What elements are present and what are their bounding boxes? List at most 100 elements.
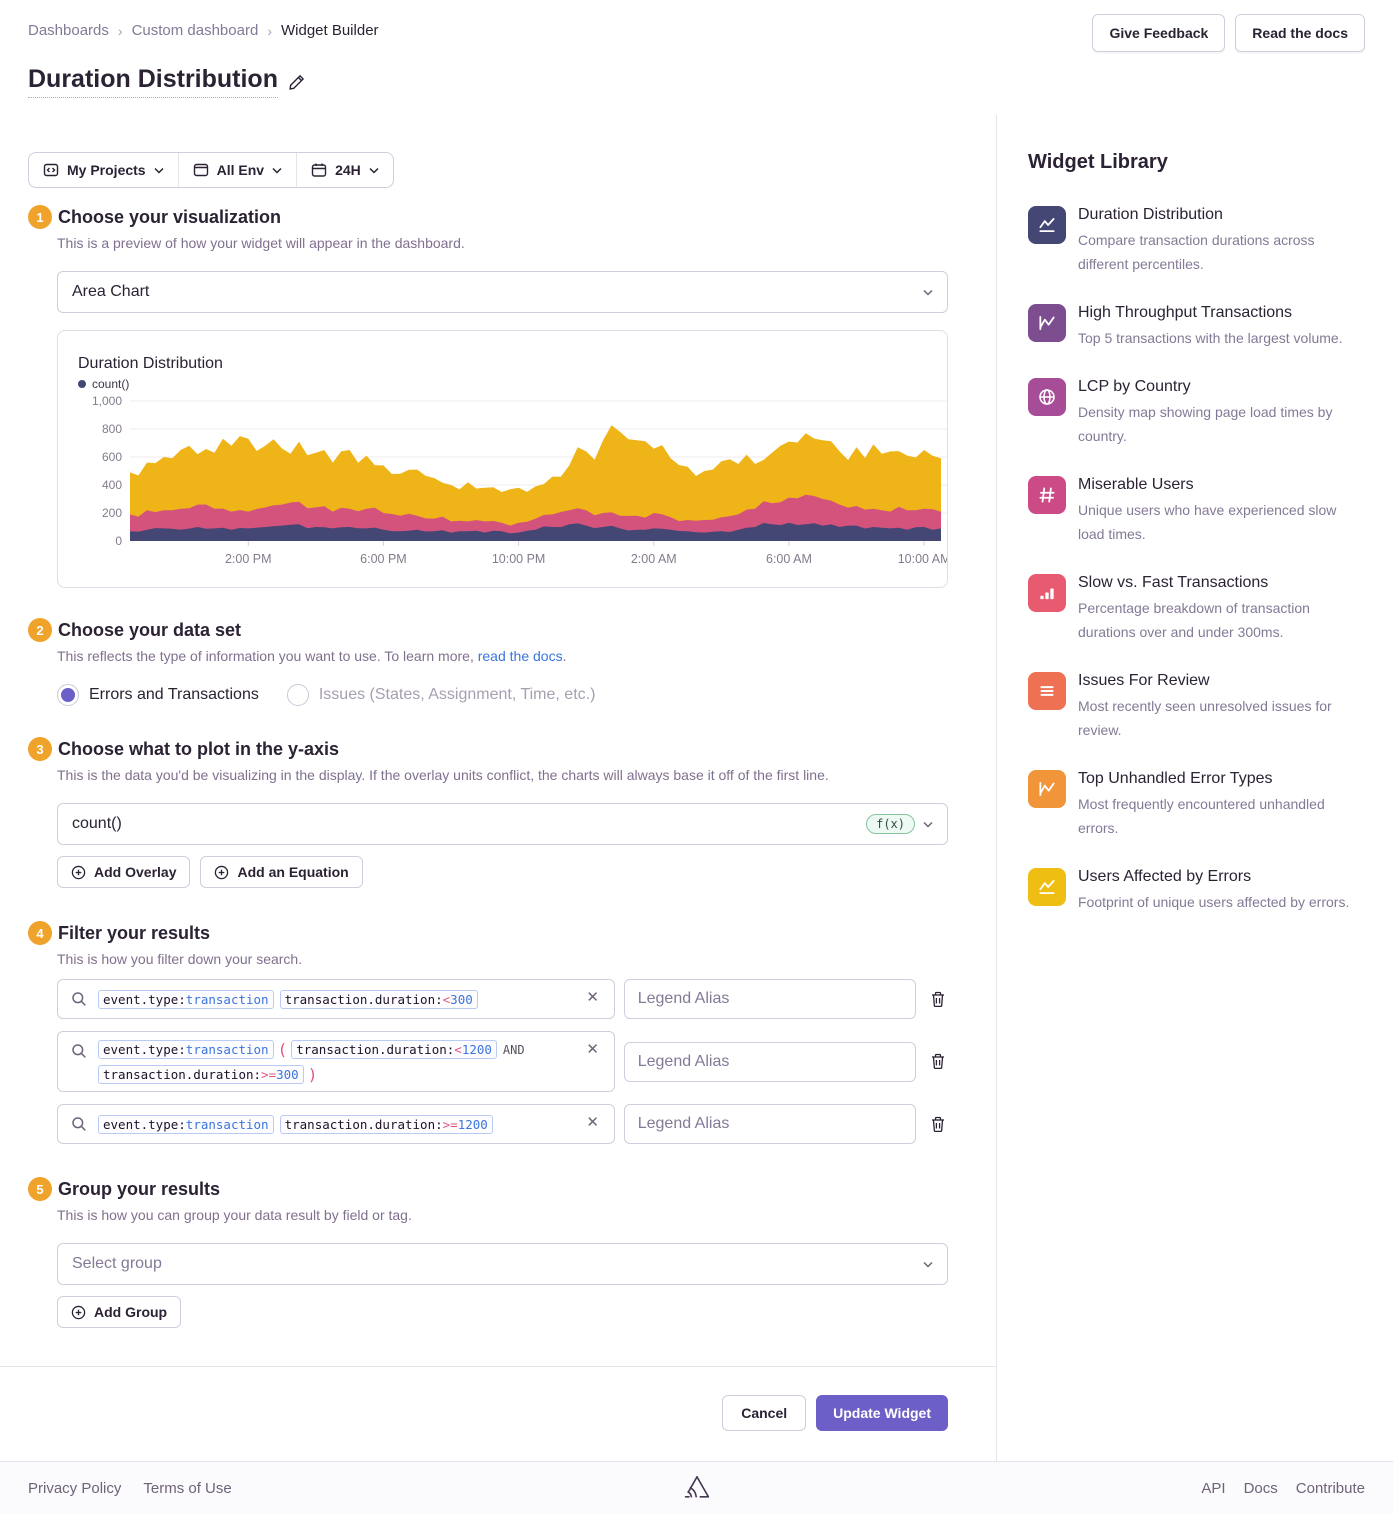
step-title: Group your results <box>58 1178 221 1199</box>
read-the-docs-link[interactable]: read the docs <box>477 648 563 664</box>
svg-text:400: 400 <box>102 478 122 492</box>
widget-library-panel: Widget Library Duration Distribution Comp… <box>997 115 1393 1461</box>
clear-search-button[interactable]: ✕ <box>586 1114 599 1131</box>
filter-row: event.type:transaction(transaction.durat… <box>57 1031 948 1092</box>
chevron-down-icon <box>154 167 164 174</box>
environment-filter[interactable]: All Env <box>177 153 296 187</box>
actions-divider <box>0 1366 996 1367</box>
step-filter: 4 Filter your results This is how you fi… <box>28 921 948 1144</box>
cancel-button[interactable]: Cancel <box>722 1395 807 1431</box>
privacy-policy-link[interactable]: Privacy Policy <box>28 1479 122 1497</box>
area-chart-svg: 0 200 400 600 800 1,000 2:00 PM 6:00 PM 10:00 PM… <box>92 394 947 566</box>
search-token[interactable]: event.type:transaction <box>98 1115 274 1134</box>
widget-library-item[interactable]: Users Affected by Errors Footprint of uni… <box>1028 868 1365 914</box>
breadcrumb-custom-dashboard[interactable]: Custom dashboard <box>131 22 259 39</box>
line-chart-icon <box>1028 770 1066 808</box>
dataset-radio-issues[interactable]: Issues (States, Assignment, Time, etc.) <box>286 684 595 706</box>
svg-text:800: 800 <box>102 422 122 436</box>
search-token[interactable]: transaction.duration:<1200 <box>291 1040 497 1059</box>
yaxis-field-select[interactable]: count() f(x) <box>57 803 948 845</box>
filter-row: event.type:transaction transaction.durati… <box>57 1104 948 1144</box>
chart-preview: Duration Distribution count() 0 200 400 600… <box>57 330 948 588</box>
window-icon <box>193 163 208 177</box>
add-equation-button[interactable]: Add an Equation <box>200 856 363 888</box>
widget-item-title: Top Unhandled Error Types <box>1078 770 1273 787</box>
legend-alias-input[interactable] <box>623 1104 916 1144</box>
widget-item-description: Density map showing page load times by c… <box>1078 404 1333 444</box>
date-range-filter[interactable]: 24H <box>296 153 393 187</box>
edit-title-pencil-icon[interactable] <box>288 74 305 91</box>
paren-token[interactable]: ) <box>307 1065 318 1084</box>
svg-text:200: 200 <box>102 506 122 520</box>
api-link[interactable]: API <box>1201 1479 1226 1497</box>
step-badge: 4 <box>28 921 52 945</box>
add-group-button[interactable]: Add Group <box>57 1296 182 1328</box>
search-token[interactable]: transaction.duration:<300 <box>279 990 478 1009</box>
contribute-link[interactable]: Contribute <box>1295 1479 1365 1497</box>
breadcrumb: Dashboards › Custom dashboard › Widget B… <box>28 22 1365 39</box>
step-subtitle: This is a preview of how your widget wil… <box>57 235 465 251</box>
chevron-down-icon <box>923 821 933 828</box>
widget-library-item[interactable]: High Throughput Transactions Top 5 transa… <box>1028 304 1365 350</box>
add-overlay-button[interactable]: Add Overlay <box>57 856 191 888</box>
chevron-right-icon: › <box>267 22 272 39</box>
delete-filter-button[interactable] <box>928 989 948 1010</box>
group-select[interactable]: Select group <box>57 1243 948 1285</box>
svg-text:6:00 AM: 6:00 AM <box>766 552 812 566</box>
trash-icon <box>932 1116 944 1132</box>
search-token[interactable]: transaction.duration:>=300 <box>98 1065 304 1084</box>
give-feedback-button[interactable]: Give Feedback <box>1092 14 1226 52</box>
widget-item-description: Compare transaction durations across dif… <box>1078 232 1315 272</box>
search-icon <box>72 1044 86 1058</box>
hash-icon <box>1028 476 1066 514</box>
legend-alias-input[interactable] <box>623 979 916 1019</box>
radio-circle-icon[interactable] <box>57 684 79 706</box>
filter-search-input[interactable]: event.type:transaction transaction.durati… <box>57 1104 615 1144</box>
widget-item-description: Footprint of unique users affected by er… <box>1078 894 1350 910</box>
search-token[interactable]: event.type:transaction <box>98 990 274 1009</box>
widget-library-item[interactable]: Duration Distribution Compare transaction… <box>1028 206 1365 276</box>
radio-label: Errors and Transactions <box>89 686 259 703</box>
docs-link[interactable]: Docs <box>1243 1479 1278 1497</box>
legend-alias-input[interactable] <box>623 1041 916 1082</box>
clear-search-button[interactable]: ✕ <box>586 989 599 1006</box>
filter-rows: event.type:transaction transaction.durati… <box>57 979 948 1144</box>
step-title: Choose your visualization <box>58 206 282 227</box>
widget-library-item[interactable]: Issues For Review Most recently seen unre… <box>1028 672 1365 742</box>
filter-search-input[interactable]: event.type:transaction(transaction.durat… <box>57 1031 615 1092</box>
radio-circle-icon[interactable] <box>286 684 309 706</box>
sentry-logo[interactable] <box>684 1475 710 1503</box>
page-filter-bar: My Projects All Env 24H <box>28 152 394 188</box>
chart-legend[interactable]: count() <box>78 377 947 391</box>
search-icon <box>72 992 86 1006</box>
read-the-docs-button[interactable]: Read the docs <box>1235 14 1365 52</box>
widget-item-title: Users Affected by Errors <box>1078 868 1252 885</box>
widget-library-item[interactable]: LCP by Country Density map showing page l… <box>1028 378 1365 448</box>
dataset-radio-errors-transactions[interactable]: Errors and Transactions <box>57 684 259 706</box>
clear-search-button[interactable]: ✕ <box>586 1041 599 1058</box>
delete-filter-button[interactable] <box>928 1051 948 1072</box>
search-token[interactable]: transaction.duration:>=1200 <box>279 1115 493 1134</box>
step-badge: 1 <box>28 205 52 229</box>
widget-library-item[interactable]: Top Unhandled Error Types Most frequently… <box>1028 770 1365 840</box>
project-filter[interactable]: My Projects <box>29 153 178 187</box>
svg-text:600: 600 <box>102 450 122 464</box>
step-subtitle: This reflects the type of information yo… <box>57 648 567 664</box>
update-widget-button[interactable]: Update Widget <box>816 1395 948 1431</box>
terms-of-use-link[interactable]: Terms of Use <box>143 1479 232 1497</box>
chevron-down-icon <box>369 167 379 174</box>
breadcrumb-dashboards[interactable]: Dashboards <box>28 22 109 39</box>
filter-search-input[interactable]: event.type:transaction transaction.durati… <box>57 979 615 1019</box>
search-token[interactable]: event.type:transaction <box>98 1040 274 1059</box>
widget-library-item[interactable]: Miserable Users Unique users who have exp… <box>1028 476 1365 546</box>
step-badge: 5 <box>28 1177 52 1201</box>
svg-text:2:00 AM: 2:00 AM <box>631 552 677 566</box>
visualization-select[interactable]: Area Chart <box>57 271 948 313</box>
svg-text:2:00 PM: 2:00 PM <box>225 552 272 566</box>
widget-item-title: High Throughput Transactions <box>1078 304 1293 321</box>
widget-library-item[interactable]: Slow vs. Fast Transactions Percentage bre… <box>1028 574 1365 644</box>
legend-dot-icon <box>78 380 86 388</box>
delete-filter-button[interactable] <box>928 1114 948 1135</box>
boolean-token[interactable]: AND <box>502 1042 525 1057</box>
paren-token[interactable]: ( <box>277 1040 288 1059</box>
